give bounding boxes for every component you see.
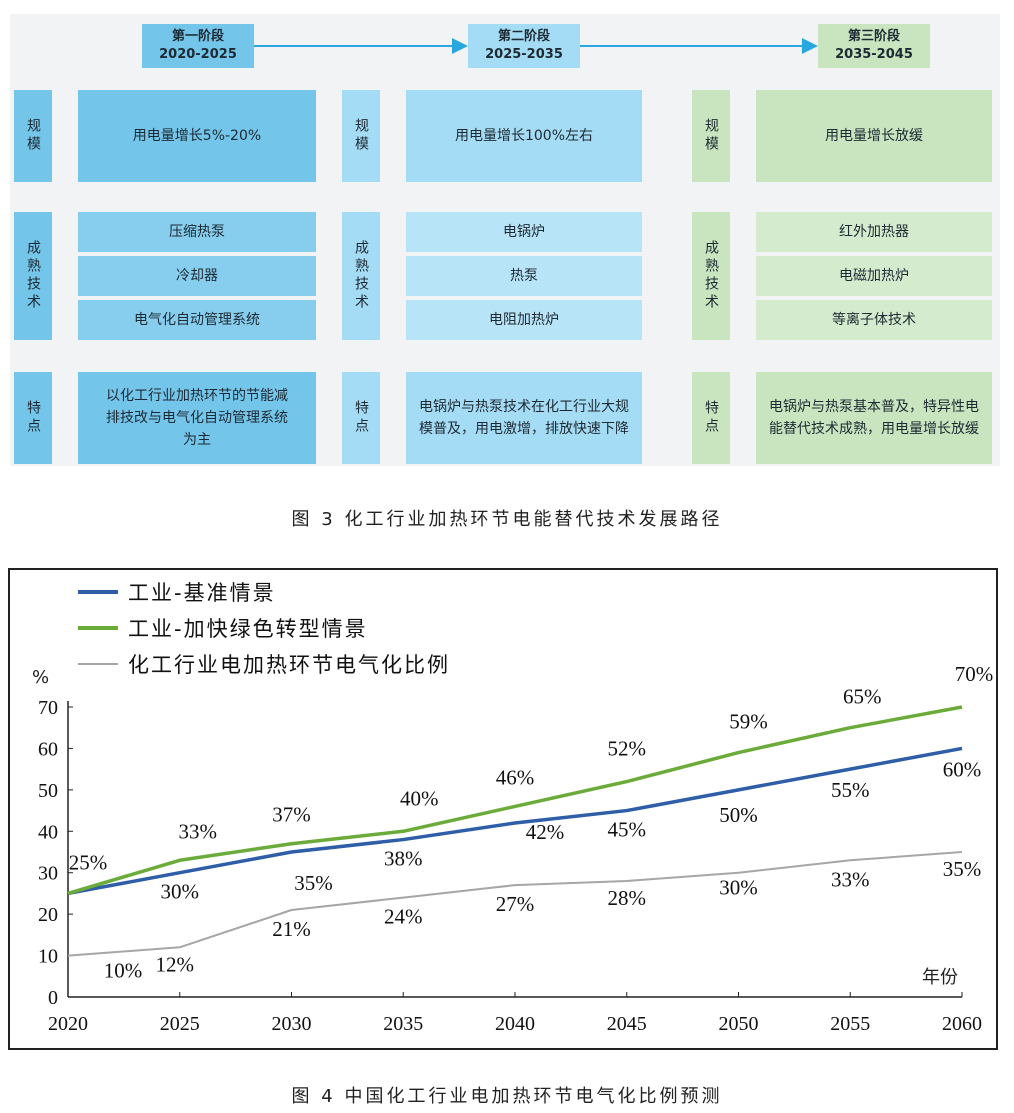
stage-1-name: 第一阶段 — [171, 29, 224, 44]
data-label: 50% — [719, 803, 758, 827]
series-line-3 — [67, 851, 963, 957]
legend-label-3: 化工行业电加热环节电气化比例 — [128, 653, 450, 677]
stage-2-tech-label: 成熟技术 — [342, 212, 380, 340]
data-label: 45% — [608, 818, 647, 842]
data-label: 52% — [608, 737, 647, 761]
data-label: 28% — [608, 886, 647, 910]
data-label: 55% — [831, 778, 870, 802]
x-axis-title: 年份 — [922, 967, 958, 988]
y-tick-label: 50 — [38, 780, 58, 802]
stage-1-scale-label: 规模 — [14, 90, 52, 182]
x-tick-label: 2050 — [719, 1013, 759, 1035]
data-label: 27% — [496, 892, 535, 916]
data-label: 46% — [496, 765, 535, 789]
legend-label-2: 工业-加快绿色转型情景 — [128, 617, 368, 641]
data-label: 33% — [179, 819, 218, 843]
x-tick-label: 2040 — [495, 1013, 535, 1035]
data-label: 60% — [943, 757, 982, 781]
figure-4-chart: 0 10 20 30 40 50 60 70 2020 2025 2030 2035 2040 2045 2… — [8, 568, 998, 1050]
x-tick-label: 2030 — [272, 1013, 312, 1035]
x-tick-label: 2020 — [48, 1013, 88, 1035]
stage-3-feature-label: 特点 — [692, 372, 730, 464]
y-tick-label: 20 — [38, 904, 58, 926]
stage-1-tech-3: 电气化自动管理系统 — [78, 300, 316, 340]
data-label: 30% — [161, 880, 200, 904]
x-tick-label: 2025 — [160, 1013, 200, 1035]
figure-3-roadmap: 第一阶段 2020-2025 第二阶段 2025-2035 第三阶段 2035-… — [0, 0, 1014, 470]
x-tick-label: 2055 — [830, 1013, 870, 1035]
stage-3-scale-label: 规模 — [692, 90, 730, 182]
x-tick-label: 2060 — [942, 1013, 982, 1035]
data-label: 59% — [729, 710, 768, 734]
data-label: 35% — [943, 857, 982, 881]
series-line-1 — [67, 746, 963, 896]
y-axis-title: % — [32, 667, 49, 688]
stage-2-tech-2: 热泵 — [406, 256, 642, 296]
x-tick-label: 2035 — [383, 1013, 423, 1035]
y-tick-label: 70 — [38, 697, 58, 719]
stage-1-years: 2020-2025 — [159, 47, 237, 62]
stage-3-name: 第三阶段 — [847, 29, 900, 44]
stage-1-tech-label: 成熟技术 — [14, 212, 52, 340]
data-label: 65% — [843, 685, 882, 709]
stage-3-tech-1: 红外加热器 — [756, 212, 992, 252]
y-tick-label: 40 — [38, 821, 58, 843]
data-label: 25% — [69, 850, 108, 874]
data-label: 70% — [955, 662, 994, 686]
figure-4-caption: 图 4 中国化工行业电加热环节电气化比例预测 — [291, 1086, 723, 1107]
y-tick-label: 10 — [38, 946, 58, 968]
y-tick-label: 0 — [48, 987, 58, 1009]
stage-3-tech-2: 电磁加热炉 — [756, 256, 992, 296]
stage-1-tech-1: 压缩热泵 — [78, 212, 316, 252]
stage-2-scale: 用电量增长100%左右 — [406, 90, 642, 182]
stage-1-header: 第一阶段 2020-2025 — [142, 24, 254, 68]
stage-1-feature-label: 特点 — [14, 372, 52, 464]
data-label: 38% — [384, 847, 423, 871]
data-label: 21% — [272, 917, 311, 941]
data-label: 10% — [104, 959, 143, 983]
stage-1-tech-2: 冷却器 — [78, 256, 316, 296]
stage-2-name: 第二阶段 — [497, 29, 550, 44]
y-tick-label: 30 — [38, 863, 58, 885]
stage-arrows — [254, 38, 818, 54]
data-label: 35% — [294, 871, 333, 895]
stage-1-scale: 用电量增长5%-20% — [78, 90, 316, 182]
stage-3-tech-label: 成熟技术 — [692, 212, 730, 340]
data-label: 42% — [526, 820, 565, 844]
figure-3-caption: 图 3 化工行业加热环节电能替代技术发展路径 — [291, 509, 723, 530]
stage-2-years: 2025-2035 — [485, 47, 563, 62]
stage-3-feature: 电锅炉与热泵基本普及，特异性电能替代技术成熟，用电量增长放缓 — [756, 372, 992, 464]
stage-2-tech-3: 电阻加热炉 — [406, 300, 642, 340]
series-line-2 — [67, 705, 963, 896]
stage-2-scale-label: 规模 — [342, 90, 380, 182]
data-label: 40% — [400, 786, 439, 810]
stage-3-scale: 用电量增长放缓 — [756, 90, 992, 182]
data-label: 30% — [719, 876, 758, 900]
stage-3-years: 2035-2045 — [835, 47, 913, 62]
stage-3-tech-3: 等离子体技术 — [756, 300, 992, 340]
stage-2-tech-1: 电锅炉 — [406, 212, 642, 252]
data-label: 37% — [272, 803, 311, 827]
x-tick-label: 2045 — [607, 1013, 647, 1035]
legend-label-1: 工业-基准情景 — [128, 581, 276, 605]
y-tick-label: 60 — [38, 738, 58, 760]
stage-1-feature: 以化工行业加热环节的节能减排技改与电气化自动管理系统为主 — [78, 372, 316, 464]
stage-3-header: 第三阶段 2035-2045 — [818, 24, 930, 68]
stage-2-feature-label: 特点 — [342, 372, 380, 464]
stage-2-header: 第二阶段 2025-2035 — [468, 24, 580, 68]
data-label: 12% — [156, 952, 195, 976]
data-label: 24% — [384, 905, 423, 929]
data-label: 33% — [831, 867, 870, 891]
stage-2-feature: 电锅炉与热泵技术在化工行业大规模普及，用电激增，排放快速下降 — [406, 372, 642, 464]
